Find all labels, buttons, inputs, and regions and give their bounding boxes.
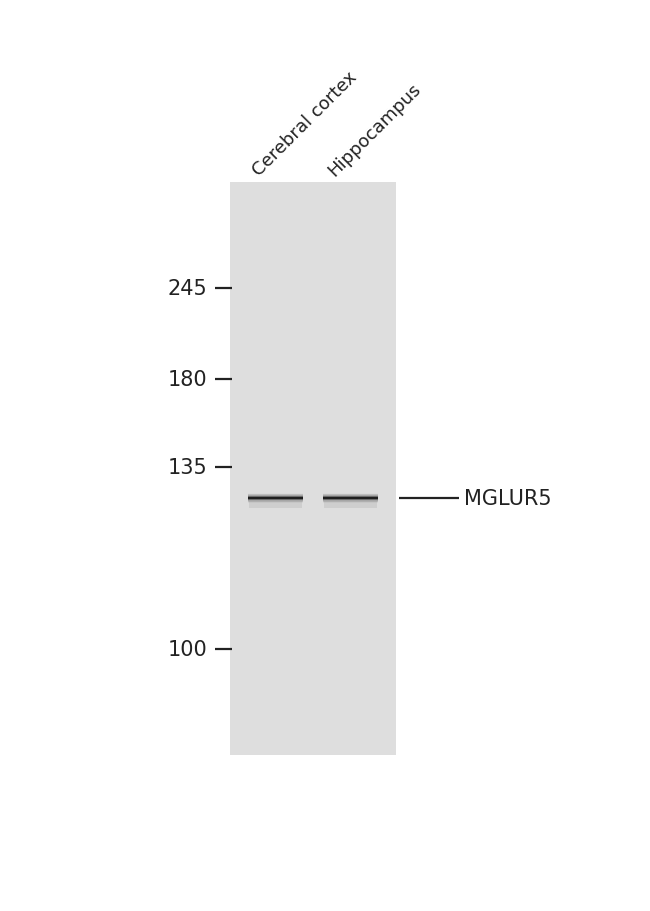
Text: 245: 245 bbox=[168, 278, 207, 298]
Text: 100: 100 bbox=[168, 640, 207, 660]
Text: Cerebral cortex: Cerebral cortex bbox=[249, 68, 360, 179]
Text: MGLUR5: MGLUR5 bbox=[464, 488, 552, 508]
Bar bbox=[324, 502, 377, 509]
Bar bbox=[230, 183, 396, 754]
Text: 180: 180 bbox=[168, 369, 207, 389]
Bar bbox=[249, 502, 302, 509]
Text: Hippocampus: Hippocampus bbox=[324, 79, 424, 179]
Text: 135: 135 bbox=[168, 457, 207, 477]
